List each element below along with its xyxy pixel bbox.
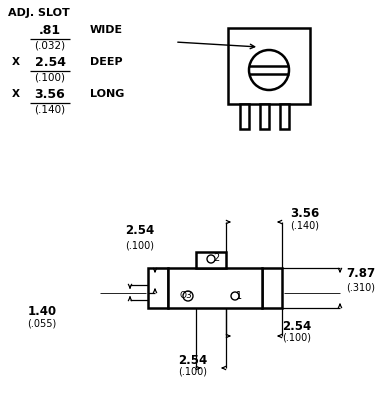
Text: LONG: LONG — [90, 89, 124, 99]
Bar — [148, 268, 168, 308]
Text: DEEP: DEEP — [90, 57, 123, 67]
Text: 1.40: 1.40 — [27, 305, 56, 318]
Text: (.310): (.310) — [346, 282, 375, 292]
Bar — [168, 268, 262, 308]
Text: (.100): (.100) — [126, 240, 155, 250]
Bar — [196, 252, 226, 268]
Text: 3.56: 3.56 — [290, 207, 320, 220]
Text: .81: .81 — [39, 24, 61, 37]
Text: (.100): (.100) — [179, 367, 208, 377]
Text: (.032): (.032) — [35, 40, 65, 50]
Text: X: X — [12, 57, 20, 67]
Text: (.140): (.140) — [35, 104, 65, 114]
Text: (.055): (.055) — [27, 318, 57, 328]
Bar — [260, 104, 269, 129]
Text: (.100): (.100) — [282, 333, 311, 343]
Text: 2.54: 2.54 — [125, 224, 155, 237]
Text: WIDE: WIDE — [90, 25, 123, 35]
Text: (.100): (.100) — [35, 72, 65, 82]
Text: O3: O3 — [180, 292, 193, 300]
Bar — [240, 104, 249, 129]
Bar — [280, 104, 289, 129]
Text: ADJ. SLOT: ADJ. SLOT — [8, 8, 70, 18]
Bar — [262, 268, 282, 308]
Text: 2.54: 2.54 — [178, 354, 208, 367]
Text: 2.54: 2.54 — [35, 56, 65, 69]
Text: 7.87: 7.87 — [346, 267, 375, 280]
Text: 3.56: 3.56 — [35, 88, 65, 101]
Text: 1: 1 — [236, 291, 242, 301]
Text: (.140): (.140) — [291, 220, 320, 230]
Text: X: X — [12, 89, 20, 99]
Text: 2.54: 2.54 — [282, 320, 312, 333]
Text: 2: 2 — [213, 253, 219, 263]
Bar — [228, 28, 310, 104]
